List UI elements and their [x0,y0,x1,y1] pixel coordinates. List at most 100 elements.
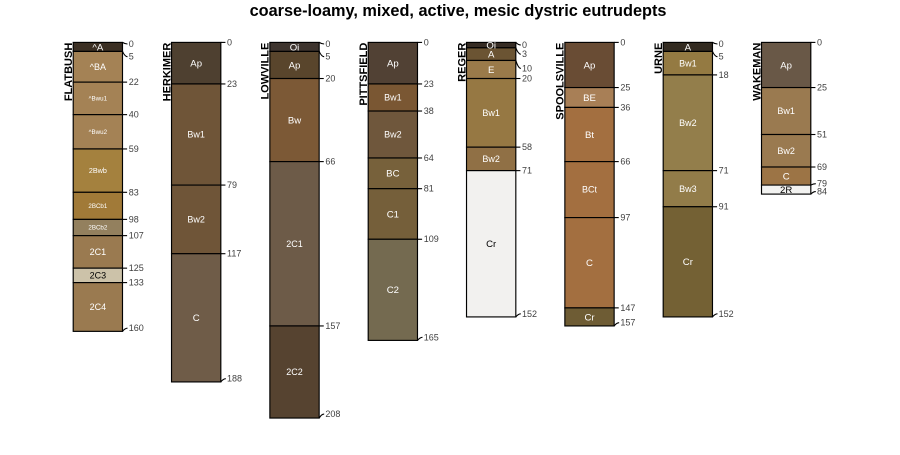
svg-text:A: A [488,50,495,61]
svg-text:0: 0 [817,37,822,47]
svg-text:25: 25 [817,83,827,93]
svg-text:2C1: 2C1 [286,239,303,249]
svg-text:Bw1: Bw1 [482,108,500,118]
svg-text:0: 0 [424,37,429,47]
svg-text:Cr: Cr [486,239,497,250]
svg-text:Bw2: Bw2 [384,130,402,140]
svg-text:51: 51 [817,129,827,139]
svg-text:98: 98 [129,214,139,224]
svg-text:Bw2: Bw2 [187,215,205,225]
svg-text:^Bwu1: ^Bwu1 [89,96,108,103]
svg-text:0: 0 [325,39,330,49]
svg-text:58: 58 [522,142,532,152]
svg-text:188: 188 [227,374,242,384]
svg-text:coarse-loamy, mixed, active, m: coarse-loamy, mixed, active, mesic dystr… [250,2,667,20]
svg-text:PITTSFIELD: PITTSFIELD [358,43,370,106]
svg-text:Ap: Ap [780,60,792,71]
svg-text:147: 147 [620,303,635,313]
svg-text:Bt: Bt [585,130,594,141]
svg-text:Bw1: Bw1 [679,58,697,68]
svg-text:URNE: URNE [653,43,665,74]
svg-text:0: 0 [522,40,527,50]
svg-text:Bw1: Bw1 [384,93,402,103]
svg-text:107: 107 [129,231,144,241]
svg-text:18: 18 [719,70,729,80]
svg-text:C2: C2 [387,285,399,296]
svg-text:133: 133 [129,278,144,288]
svg-text:Ap: Ap [190,59,202,70]
svg-text:125: 125 [129,263,144,273]
svg-text:66: 66 [620,157,630,167]
svg-text:91: 91 [719,202,729,212]
svg-text:3: 3 [522,49,527,59]
svg-text:5: 5 [325,52,330,62]
svg-text:64: 64 [424,153,434,163]
svg-text:152: 152 [719,309,734,319]
svg-text:BCt: BCt [582,185,598,195]
svg-text:BC: BC [386,169,399,180]
svg-text:Bw3: Bw3 [679,184,697,194]
svg-text:HERKIMER: HERKIMER [161,43,173,102]
svg-text:Ap: Ap [584,60,596,71]
svg-text:Bw2: Bw2 [777,146,795,156]
svg-text:2BCb2: 2BCb2 [88,225,107,232]
svg-text:66: 66 [325,157,335,167]
svg-text:36: 36 [620,102,630,112]
svg-text:^Bwu2: ^Bwu2 [89,129,108,136]
svg-text:81: 81 [424,184,434,194]
svg-text:WAKEMAN: WAKEMAN [751,43,763,101]
svg-text:Cr: Cr [683,257,694,268]
svg-text:20: 20 [325,73,335,83]
svg-text:C: C [783,171,790,182]
svg-text:0: 0 [129,39,134,49]
svg-text:157: 157 [620,318,635,328]
svg-text:10: 10 [522,63,532,73]
svg-text:59: 59 [129,144,139,154]
svg-text:22: 22 [129,77,139,87]
svg-text:Ap: Ap [289,60,301,71]
svg-text:160: 160 [129,323,144,333]
svg-text:5: 5 [719,52,724,62]
svg-text:117: 117 [227,249,241,259]
svg-text:REGER: REGER [456,43,468,82]
svg-text:FLATBUSH: FLATBUSH [63,43,75,102]
svg-text:Bw2: Bw2 [679,118,697,128]
svg-text:69: 69 [817,162,827,172]
svg-text:2R: 2R [780,185,792,196]
svg-text:79: 79 [817,179,827,189]
svg-text:Bw1: Bw1 [777,106,795,116]
svg-text:^BA: ^BA [90,62,106,72]
svg-text:2C4: 2C4 [90,302,107,312]
svg-text:0: 0 [227,37,232,47]
svg-text:23: 23 [424,79,434,89]
svg-text:157: 157 [325,321,340,331]
svg-text:71: 71 [719,166,729,176]
svg-text:C: C [193,313,200,324]
svg-text:2BCb1: 2BCb1 [88,203,107,210]
svg-text:25: 25 [620,83,630,93]
svg-text:Oi: Oi [486,40,496,51]
svg-text:Oi: Oi [290,42,300,53]
svg-text:38: 38 [424,106,434,116]
svg-text:23: 23 [227,79,237,89]
svg-text:2C2: 2C2 [286,367,303,377]
svg-text:Bw: Bw [288,115,301,126]
svg-text:79: 79 [227,180,237,190]
svg-text:165: 165 [424,332,439,342]
svg-text:^A: ^A [92,42,104,53]
svg-text:Ap: Ap [387,59,399,70]
svg-text:2C1: 2C1 [90,247,107,257]
svg-text:Bw2: Bw2 [482,154,500,164]
svg-text:208: 208 [325,409,340,419]
svg-text:5: 5 [129,52,134,62]
svg-text:Cr: Cr [584,312,595,323]
svg-text:E: E [488,65,494,76]
svg-text:LOWVILLE: LOWVILLE [260,43,272,100]
svg-text:0: 0 [620,37,625,47]
svg-text:40: 40 [129,110,139,120]
svg-text:20: 20 [522,73,532,83]
svg-text:71: 71 [522,166,532,176]
svg-text:C: C [586,258,593,269]
svg-text:2Bwb: 2Bwb [89,166,107,175]
svg-text:109: 109 [424,234,439,244]
